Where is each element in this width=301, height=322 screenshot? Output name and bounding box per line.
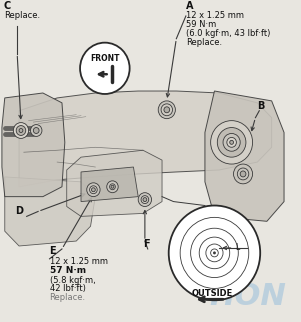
Text: C: C bbox=[4, 1, 11, 11]
Circle shape bbox=[19, 128, 23, 132]
Text: 12 x 1.25 mm: 12 x 1.25 mm bbox=[50, 257, 107, 266]
Circle shape bbox=[90, 186, 97, 194]
Text: FRONT: FRONT bbox=[90, 54, 119, 63]
Circle shape bbox=[143, 198, 147, 202]
Text: 59 N·m: 59 N·m bbox=[186, 20, 216, 29]
Circle shape bbox=[33, 128, 39, 133]
Text: OUTSIDE: OUTSIDE bbox=[192, 289, 233, 298]
Text: L: L bbox=[235, 243, 240, 252]
Circle shape bbox=[110, 184, 115, 190]
Circle shape bbox=[227, 137, 236, 147]
Circle shape bbox=[234, 164, 253, 184]
Text: D: D bbox=[15, 206, 23, 216]
Text: Replace.: Replace. bbox=[186, 38, 222, 47]
Circle shape bbox=[87, 183, 100, 197]
Circle shape bbox=[92, 188, 95, 192]
Text: B: B bbox=[257, 101, 265, 111]
Circle shape bbox=[230, 140, 234, 144]
Polygon shape bbox=[67, 150, 162, 216]
Text: A: A bbox=[186, 1, 193, 11]
Text: Replace.: Replace. bbox=[50, 293, 86, 302]
Text: Replace.: Replace. bbox=[4, 11, 40, 20]
Circle shape bbox=[223, 133, 240, 151]
Text: 42 lbf·ft): 42 lbf·ft) bbox=[50, 284, 85, 293]
Text: F: F bbox=[143, 239, 150, 249]
Circle shape bbox=[16, 126, 26, 136]
Circle shape bbox=[107, 181, 118, 193]
Circle shape bbox=[138, 193, 151, 206]
Text: 57 N·m: 57 N·m bbox=[50, 266, 86, 275]
Circle shape bbox=[30, 125, 42, 137]
Circle shape bbox=[80, 43, 130, 94]
Polygon shape bbox=[205, 91, 284, 221]
Text: 12 x 1.25 mm: 12 x 1.25 mm bbox=[186, 11, 244, 20]
Circle shape bbox=[213, 251, 216, 254]
Circle shape bbox=[217, 128, 246, 157]
Circle shape bbox=[161, 104, 172, 116]
Circle shape bbox=[237, 168, 249, 180]
Circle shape bbox=[111, 185, 114, 188]
Text: HON: HON bbox=[210, 282, 287, 311]
Circle shape bbox=[211, 121, 253, 164]
Circle shape bbox=[13, 123, 29, 138]
Circle shape bbox=[240, 171, 246, 177]
Polygon shape bbox=[5, 177, 95, 246]
Circle shape bbox=[169, 205, 260, 300]
Polygon shape bbox=[81, 167, 138, 202]
Polygon shape bbox=[19, 91, 272, 187]
Text: E: E bbox=[50, 246, 56, 256]
Circle shape bbox=[141, 196, 149, 204]
Circle shape bbox=[164, 107, 170, 113]
Polygon shape bbox=[2, 93, 65, 197]
Text: (5.8 kgf·m,: (5.8 kgf·m, bbox=[50, 276, 95, 285]
Circle shape bbox=[158, 101, 175, 118]
Text: (6.0 kgf·m, 43 lbf·ft): (6.0 kgf·m, 43 lbf·ft) bbox=[186, 29, 270, 38]
